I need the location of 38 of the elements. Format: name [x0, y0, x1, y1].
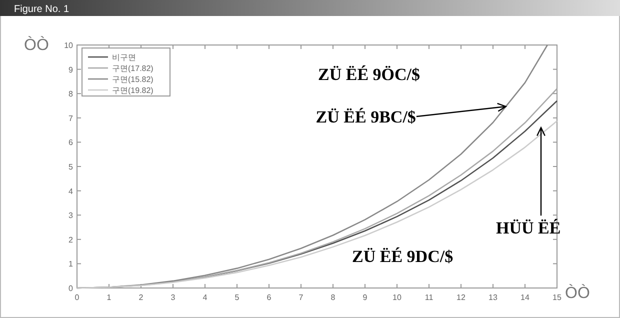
x-tick-label: 5 [234, 293, 240, 302]
y-tick-label: 4 [68, 186, 74, 196]
x-tick-label: 7 [298, 293, 304, 302]
y-tick-label: 8 [68, 90, 74, 99]
y-tick-label: 3 [68, 211, 74, 220]
y-tick-label: 10 [64, 41, 74, 50]
legend-label: 비구면 [112, 53, 136, 62]
y-axis-title: ÒÒ [24, 36, 49, 54]
x-tick-label: 14 [520, 293, 530, 302]
annotation: ZÜ ËÉ 9DC/$ [352, 247, 454, 266]
annotation: ZÜ ËÉ 9BC/$ [316, 107, 416, 126]
y-tick-label: 0 [68, 284, 74, 293]
x-tick-label: 1 [106, 293, 112, 302]
annotation: HÜÜ ËÉ [496, 218, 561, 238]
legend-label: 구면(15.82) [112, 75, 154, 84]
x-tick-label: 9 [362, 293, 368, 302]
x-axis-title: ÒÒ [565, 284, 590, 302]
y-tick-label: 7 [68, 114, 74, 123]
x-tick-label: 15 [552, 293, 562, 302]
x-tick-label: 4 [202, 293, 208, 302]
y-tick-label: 2 [68, 235, 74, 244]
y-tick-label: 6 [68, 138, 74, 148]
x-tick-label: 10 [392, 293, 402, 302]
x-tick-label: 8 [330, 293, 336, 302]
x-tick-label: 12 [456, 293, 466, 302]
x-tick-label: 11 [424, 293, 434, 302]
x-tick-label: 6 [266, 293, 272, 302]
x-tick-label: 3 [170, 293, 176, 302]
annotation: ZÜ ËÉ 9ÖC/$ [318, 65, 421, 84]
x-tick-label: 13 [488, 293, 498, 302]
x-tick-label: 2 [138, 293, 144, 302]
y-tick-label: 1 [68, 260, 74, 269]
y-tick-label: 9 [68, 65, 74, 74]
legend-label: 구면(17.82) [112, 64, 154, 73]
chart-title: Figure No. 1 [14, 4, 70, 15]
y-tick-label: 5 [68, 162, 74, 172]
legend-label: 구면(19.82) [112, 86, 154, 95]
x-tick-label: 0 [74, 293, 80, 302]
